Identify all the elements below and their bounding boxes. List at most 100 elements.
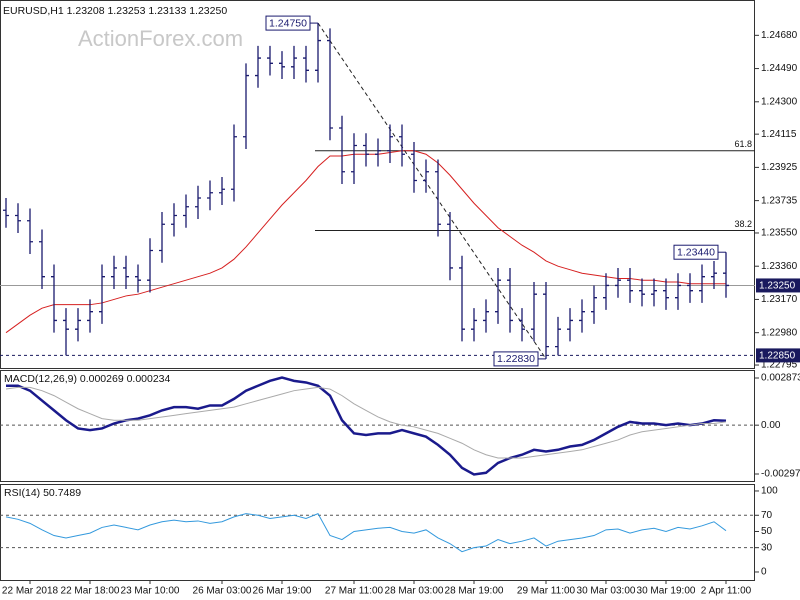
callout-box xyxy=(265,15,311,31)
level-label: 1.22850 xyxy=(759,351,796,362)
ohlc-bar xyxy=(207,180,213,211)
ohlc-bar xyxy=(567,308,573,342)
ohlc-bar xyxy=(447,211,453,281)
ohlc-bar xyxy=(231,124,237,202)
ohlc-bar xyxy=(711,260,717,289)
ohlc-bar xyxy=(435,159,441,237)
y-tick-label: 1.22795 xyxy=(761,360,798,371)
ohlc-bar xyxy=(687,273,693,303)
y-tick-label: 1.24490 xyxy=(761,63,798,74)
ohlc-bar xyxy=(459,255,465,342)
ohlc-bar xyxy=(195,185,201,219)
level-tag xyxy=(756,278,800,293)
ohlc-bar xyxy=(423,159,429,193)
y-tick-label: 1.23925 xyxy=(761,162,798,173)
ohlc-bar xyxy=(303,45,309,83)
ohlc-bar xyxy=(183,194,189,228)
ohlc-bar xyxy=(63,308,69,356)
ohlc-bar xyxy=(675,273,681,310)
y-tick-label: 1.23170 xyxy=(761,294,798,305)
x-tick-label: 2 Apr 11:00 xyxy=(701,586,752,597)
callout-label: 1.23440 xyxy=(677,246,715,258)
series-line xyxy=(5,386,727,459)
ohlc-bar xyxy=(543,281,549,359)
ohlc-bar xyxy=(363,133,369,167)
ohlc-bar xyxy=(291,45,297,80)
y-tick-label: 1.22980 xyxy=(761,327,798,338)
y-tick-label: -0.002974 xyxy=(761,469,800,480)
ohlc-bar xyxy=(99,264,105,324)
y-tick-label: 1.24115 xyxy=(761,129,797,140)
ohlc-bar xyxy=(147,238,153,293)
ohlc-bar xyxy=(39,229,45,289)
ohlc-bar xyxy=(483,299,489,333)
ohlc-bar xyxy=(591,285,597,324)
ohlc-bar xyxy=(555,316,561,356)
y-tick-label: 1.23550 xyxy=(761,228,798,239)
trendline xyxy=(317,22,547,360)
callout-box xyxy=(493,351,539,367)
y-tick-label: 1.23360 xyxy=(761,261,798,272)
macd-panel xyxy=(0,370,755,482)
level-tag xyxy=(756,348,800,363)
ohlc-bar xyxy=(471,308,477,342)
price-plot xyxy=(0,22,755,360)
ohlc-bar xyxy=(159,211,165,263)
y-tick-label: 70 xyxy=(761,510,773,521)
x-tick-label: 29 Mar 11:00 xyxy=(517,586,576,597)
ohlc-bar xyxy=(351,133,357,184)
x-tick-label: 22 Mar 18:00 xyxy=(61,586,120,597)
ohlc-bar xyxy=(495,267,501,324)
ohlc-bar xyxy=(615,267,621,298)
y-tick-label: 1.24680 xyxy=(761,30,798,41)
y-tick-label: 0.00 xyxy=(761,420,781,431)
ohlc-bar xyxy=(255,45,261,88)
callout-label: 1.22830 xyxy=(497,353,535,365)
ohlc-bar xyxy=(3,197,9,228)
y-tick-label: 50 xyxy=(761,526,773,537)
fib-label: 61.8 xyxy=(734,139,752,149)
ohlc-bar xyxy=(387,124,393,164)
chart-title: EURUSD,H1 1.23208 1.23253 1.23133 1.2325… xyxy=(3,5,227,17)
ohlc-bar xyxy=(531,281,537,342)
ohlc-bar xyxy=(399,124,405,167)
x-tick-label: 22 Mar 2018 xyxy=(2,586,59,597)
x-tick-label: 26 Mar 19:00 xyxy=(253,586,312,597)
ohlc-bar xyxy=(327,28,333,141)
ohlc-bar xyxy=(651,278,657,307)
ohlc-bar xyxy=(87,299,93,333)
ohlc-bar xyxy=(27,208,33,254)
watermark: ActionForex.com xyxy=(78,26,243,51)
ohlc-bar xyxy=(279,51,285,80)
ohlc-bar xyxy=(135,264,141,293)
ohlc-bar xyxy=(603,273,609,310)
fib-label: 38.2 xyxy=(734,219,752,229)
ohlc-bar xyxy=(267,45,273,76)
price-panel xyxy=(0,0,755,369)
ohlc-bar xyxy=(411,142,417,193)
x-tick-label: 28 Mar 03:00 xyxy=(385,586,444,597)
level-label: 1.23250 xyxy=(759,281,796,292)
ohlc-bar xyxy=(639,278,645,307)
y-tick-label: 100 xyxy=(761,486,778,497)
x-tick-label: 27 Mar 11:00 xyxy=(325,586,384,597)
y-tick-label: 1.23735 xyxy=(761,195,798,206)
ohlc-bar xyxy=(15,203,21,233)
ohlc-bar xyxy=(627,267,633,303)
x-tick-label: 30 Mar 03:00 xyxy=(577,586,636,597)
callout-box xyxy=(673,244,719,260)
ohlc-bar xyxy=(519,308,525,342)
x-tick-label: 23 Mar 10:00 xyxy=(121,586,180,597)
ohlc-bar xyxy=(123,255,129,289)
ohlc-bar xyxy=(579,299,585,333)
ohlc-bar xyxy=(699,264,705,303)
ohlc-bar xyxy=(375,138,381,167)
x-tick-label: 28 Mar 19:00 xyxy=(445,586,504,597)
rsi-title: RSI(14) 50.7489 xyxy=(4,487,81,499)
series-line xyxy=(5,513,727,553)
y-tick-label: 0 xyxy=(761,567,767,578)
y-tick-label: 0.002873 xyxy=(761,373,800,384)
rsi-panel xyxy=(0,484,755,581)
